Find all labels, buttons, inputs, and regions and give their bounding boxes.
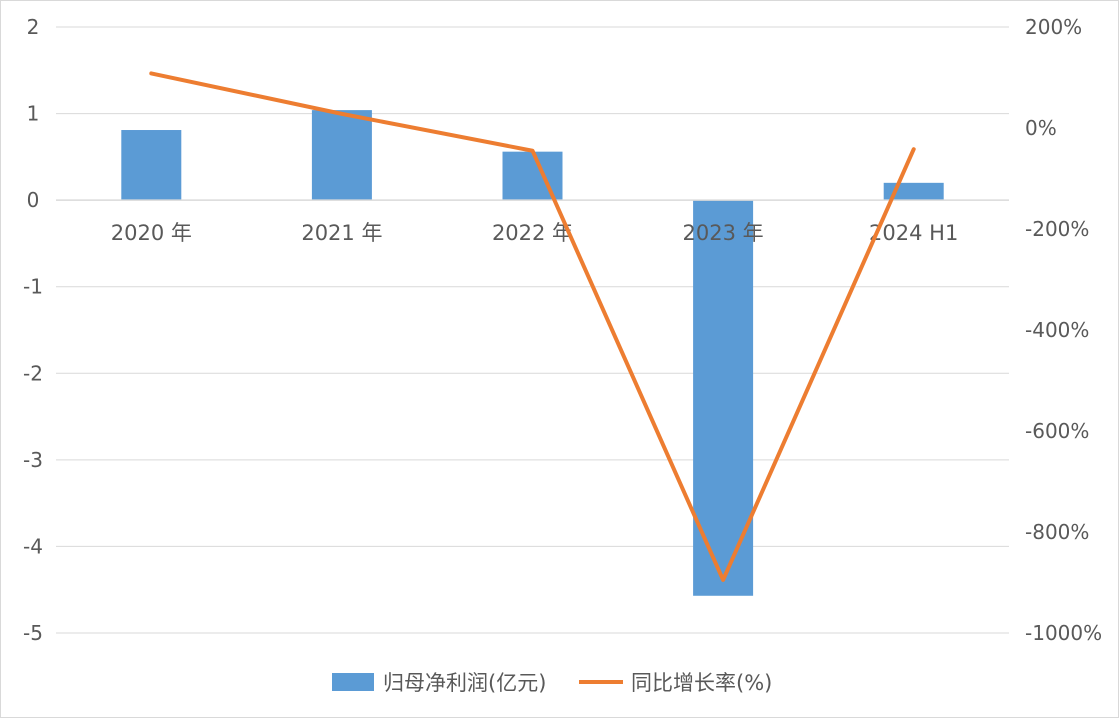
bar [121, 130, 182, 201]
left-axis-ticks: 2 1 0 -1 -2 -3 -4 -5 [23, 15, 43, 645]
left-axis-tick-label: -3 [23, 448, 43, 472]
category-label: 2021 年 [301, 221, 382, 245]
bar [311, 110, 372, 201]
category-label: 2022 年 [492, 221, 573, 245]
line-series [149, 71, 916, 582]
category-labels: 2020 年 2021 年 2022 年 2023 年 2024 H1 [111, 221, 959, 245]
right-axis-tick-label: -1000% [1025, 621, 1102, 645]
left-axis-tick-label: 0 [27, 188, 40, 212]
left-axis-tick-label: -5 [23, 621, 43, 645]
right-axis-ticks: 200% 0% -200% -400% -600% -800% -1000% [1025, 15, 1102, 645]
right-axis-tick-label: -800% [1025, 520, 1089, 544]
category-label: 2024 H1 [869, 221, 958, 245]
left-axis-tick-label: 2 [27, 15, 40, 39]
right-axis-tick-label: -600% [1025, 419, 1089, 443]
left-axis-tick-label: -4 [23, 534, 43, 558]
category-label: 2023 年 [683, 221, 764, 245]
left-axis-tick-label: -1 [23, 275, 43, 299]
right-axis-tick-label: 200% [1025, 15, 1082, 39]
gridlines [56, 26, 1009, 634]
right-axis-tick-label: -400% [1025, 318, 1089, 342]
left-axis-tick-label: 1 [27, 102, 40, 126]
right-axis-tick-label: 0% [1025, 116, 1057, 140]
legend: 归母净利润(亿元) 同比增长率(%) [332, 671, 772, 695]
legend-label-line: 同比增长率(%) [631, 671, 772, 695]
left-axis-tick-label: -2 [23, 361, 43, 385]
right-axis-tick-label: -200% [1025, 217, 1089, 241]
category-label: 2020 年 [111, 221, 192, 245]
bar [502, 151, 563, 201]
growth-rate-line [149, 71, 916, 582]
bar-series [121, 110, 944, 596]
legend-label-bar: 归母净利润(亿元) [383, 671, 546, 695]
legend-swatch-bar [332, 673, 374, 691]
